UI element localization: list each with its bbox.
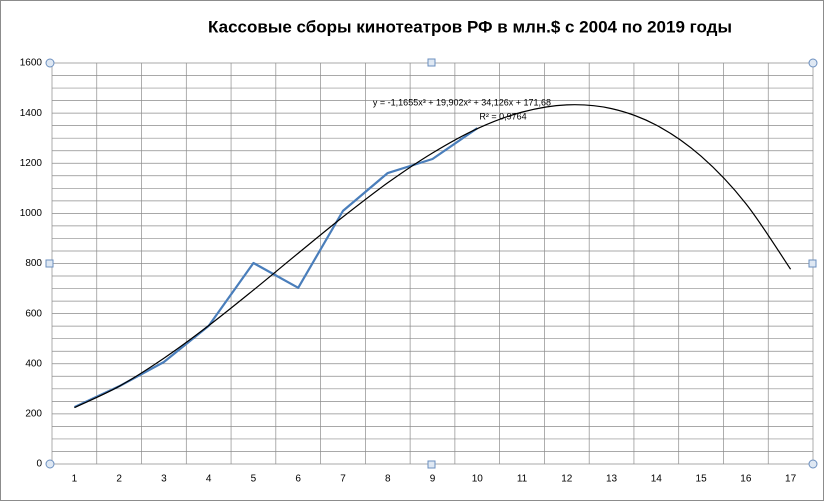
x-tick-label: 13 xyxy=(606,474,618,485)
handle[interactable] xyxy=(45,259,54,268)
trend-equation: y = -1,1655x³ + 19,902x² + 34,126x + 171… xyxy=(373,97,551,107)
y-tick-label: 0 xyxy=(36,459,42,470)
data-line xyxy=(73,127,478,409)
chart-title: Кассовые сборы кинотеатров РФ в млн.$ с … xyxy=(208,17,732,36)
x-tick-label: 1 xyxy=(72,474,78,485)
x-tick-label: 9 xyxy=(430,474,436,485)
x-tick-label: 10 xyxy=(472,474,484,485)
r-squared: R² = 0,9764 xyxy=(479,111,526,121)
x-tick-label: 17 xyxy=(785,474,797,485)
handle[interactable] xyxy=(808,459,818,469)
x-tick-label: 11 xyxy=(517,474,528,485)
y-tick-label: 400 xyxy=(25,358,42,369)
y-tick-label: 600 xyxy=(25,308,42,319)
handle[interactable] xyxy=(45,58,55,68)
y-tick-label: 800 xyxy=(25,258,42,269)
x-tick-label: 7 xyxy=(340,474,346,485)
x-tick-label: 14 xyxy=(651,474,663,485)
y-tick-label: 1000 xyxy=(20,208,43,219)
x-tick-label: 2 xyxy=(116,474,122,485)
x-tick-label: 5 xyxy=(251,474,257,485)
x-tick-label: 6 xyxy=(295,474,301,485)
x-tick-label: 8 xyxy=(385,474,391,485)
handle[interactable] xyxy=(808,58,818,68)
handle[interactable] xyxy=(45,459,55,469)
y-tick-label: 1600 xyxy=(20,58,43,69)
selection-handles[interactable] xyxy=(45,58,818,469)
trend-line xyxy=(74,104,792,409)
y-tick-label: 1200 xyxy=(20,158,43,169)
x-tick-label: 15 xyxy=(696,474,708,485)
y-tick-label: 200 xyxy=(25,409,42,420)
handle[interactable] xyxy=(427,58,436,67)
handle[interactable] xyxy=(808,259,817,268)
handle[interactable] xyxy=(427,460,436,469)
x-tick-label: 12 xyxy=(561,474,573,485)
y-tick-label: 1400 xyxy=(20,108,43,119)
x-tick-label: 16 xyxy=(740,474,752,485)
x-tick-label: 4 xyxy=(206,474,212,485)
x-tick-label: 3 xyxy=(161,474,167,485)
